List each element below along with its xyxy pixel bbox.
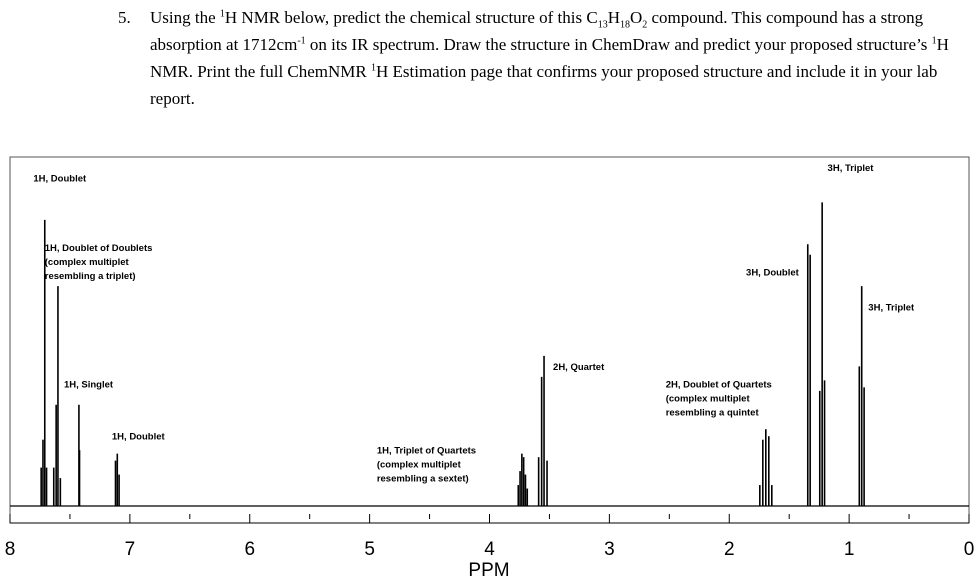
peak-annotation: 2H, Quartet <box>553 362 605 373</box>
peak-annotation-line: 2H, Doublet of Quartets <box>666 379 772 390</box>
question-segment: 1 <box>371 62 377 74</box>
x-tick-label: 4 <box>484 539 495 560</box>
question-text: 5. Using the 1H NMR below, predict the c… <box>118 4 958 112</box>
question-segment: H Estimation page that confirms your pro… <box>150 62 938 108</box>
question-segment: 2 <box>642 19 648 31</box>
question-segment: -1 <box>297 35 306 47</box>
x-tick-label: 1 <box>844 539 855 560</box>
x-tick-label: 8 <box>5 539 16 560</box>
peak-annotation-line: (complex multiplet <box>377 460 462 471</box>
question-segment: compound. This compound has a strong abs… <box>150 8 924 54</box>
x-tick-label: 6 <box>244 539 255 560</box>
peak-annotation: 1H, Doublet <box>112 432 166 443</box>
peak-annotation-line: resembling a sextet) <box>377 474 469 485</box>
peak-annotation: 2H, Doublet of Quartets (complex multiple… <box>666 379 772 418</box>
peak-annotation-line: 1H, Doublet <box>33 173 87 184</box>
peak-annotation-line: resembling a triplet) <box>45 271 136 282</box>
question-segment: H <box>607 8 620 27</box>
peak-annotation: 3H, Doublet <box>746 268 800 279</box>
question-segment: 13 <box>597 19 608 31</box>
peak-annotation-line: 3H, Doublet <box>746 268 800 279</box>
x-tick-label: 5 <box>364 539 375 560</box>
x-tick-label: 0 <box>964 539 975 560</box>
peak-annotation-line: 2H, Quartet <box>553 362 605 373</box>
question-number: 5. <box>118 8 131 27</box>
peak-annotation-line: (complex multiplet <box>45 257 130 268</box>
peak-annotation-line: 3H, Triplet <box>828 163 875 174</box>
x-tick-label: 7 <box>125 539 136 560</box>
question-segment: on its IR spectrum. Draw the structure i… <box>305 35 932 54</box>
peak-annotation-line: 1H, Singlet <box>64 379 114 390</box>
question-segment: 1 <box>219 8 225 20</box>
peak-annotation: 1H, Doublet <box>33 173 87 184</box>
peak-annotation-line: resembling a quintet <box>666 407 760 418</box>
x-axis-label: PPM <box>468 560 509 579</box>
question-body: Using the 1H NMR below, predict the chem… <box>150 4 958 112</box>
peak-annotation: 1H, Triplet of Quartets (complex multiple… <box>377 446 476 485</box>
peak-annotation: 1H, Singlet <box>64 379 114 390</box>
peak-annotation: 3H, Triplet <box>868 303 915 314</box>
question-segment: Using the <box>150 8 220 27</box>
peak-annotation-line: 1H, Doublet <box>112 432 166 443</box>
question-segment: H NMR. Print the full ChemNMR <box>150 35 949 81</box>
question-segment: H NMR below, predict the chemical struct… <box>224 8 598 27</box>
peak-annotation-line: 1H, Triplet of Quartets <box>377 446 476 457</box>
x-tick-label: 2 <box>724 539 735 560</box>
peak-annotation-line: (complex multiplet <box>666 393 751 404</box>
peak-annotation-line: 3H, Triplet <box>868 303 915 314</box>
peak-annotation-line: 1H, Doublet of Doublets <box>45 243 153 254</box>
peak-annotation: 3H, Triplet <box>828 163 875 174</box>
question-segment: 1 <box>931 35 937 47</box>
question-segment: O <box>629 8 643 27</box>
x-tick-label: 3 <box>604 539 615 560</box>
question-segment: 18 <box>619 19 630 31</box>
peak-annotation: 1H, Doublet of Doublets (complex multiple… <box>45 243 153 282</box>
